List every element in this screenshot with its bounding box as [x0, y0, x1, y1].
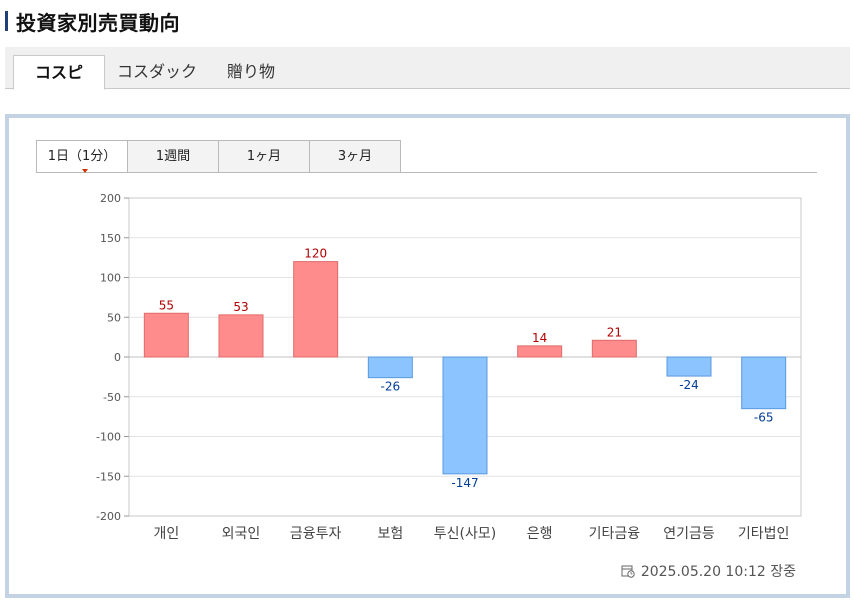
chart-panel: 1日（1分） 1週間 1ヶ月 3ヶ月 200 150 100 50 0 -50 -100 -1…	[5, 114, 850, 598]
bar-개인	[143, 312, 189, 358]
period-tabs-baseline	[127, 172, 817, 173]
tab-gift[interactable]: 贈り物	[227, 62, 276, 81]
investor-bar-chart: 200 150 100 50 0 -50 -100 -150 -200 55 개인 53 외국인 120 금…	[96, 192, 802, 542]
bar-외국인	[218, 314, 264, 358]
data-label: 53	[233, 300, 248, 314]
bar-연기금등	[666, 356, 712, 377]
bar-은행	[517, 345, 563, 358]
data-label: -147	[451, 476, 478, 490]
tab-kospi[interactable]: コスピ	[13, 55, 105, 90]
y-tick-label: 100	[100, 272, 121, 285]
x-tick-label: 기타금융	[589, 526, 641, 542]
data-label: -26	[381, 380, 401, 394]
y-tick-label: 150	[100, 232, 121, 245]
timestamp-text: 2025.05.20 10:12 장중	[640, 564, 796, 580]
title-accent-bar	[5, 11, 8, 31]
x-tick-label: 연기금등	[663, 526, 715, 542]
clock-icon	[621, 565, 635, 578]
tab-kosdaq[interactable]: コスダック	[117, 62, 198, 81]
x-tick-label: 기타법인	[738, 526, 790, 542]
x-tick-label: 투신(사모)	[434, 526, 496, 542]
y-tick-label: -50	[103, 391, 121, 404]
y-tick-label: -150	[96, 470, 121, 483]
bar-투신(사모)	[442, 356, 488, 475]
bar-보험	[367, 356, 413, 379]
data-label: 120	[304, 247, 327, 261]
data-label: -24	[679, 378, 699, 392]
y-tick-label: 50	[107, 311, 121, 324]
y-tick-label: 0	[114, 351, 121, 364]
bar-기타법인	[741, 356, 787, 410]
y-tick-label: 200	[100, 192, 121, 205]
y-tick-label: -100	[96, 431, 121, 444]
timestamp: 2025.05.20 10:12 장중	[621, 561, 796, 581]
data-label: 14	[532, 331, 547, 345]
tab-period-1day[interactable]: 1日（1分）	[36, 140, 128, 173]
x-tick-label: 금융투자	[290, 526, 342, 542]
x-tick-label: 개인	[153, 526, 179, 542]
tab-period-1month[interactable]: 1ヶ月	[218, 140, 310, 173]
x-tick-label: 은행	[527, 526, 553, 542]
x-tick-label: 보험	[377, 526, 403, 542]
data-label: -65	[754, 411, 774, 425]
data-label: 21	[607, 325, 622, 339]
page-title: 投資家別売買動向	[16, 10, 180, 35]
page-header: 投資家別売買動向	[5, 8, 180, 35]
data-label: 55	[159, 298, 174, 312]
market-tabs: コスピ コスダック 贈り物	[5, 47, 850, 90]
bar-기타금융	[591, 339, 637, 358]
bar-금융투자	[293, 261, 339, 358]
y-tick-label: -200	[96, 510, 121, 523]
x-tick-label: 외국인	[222, 526, 261, 542]
active-tab-marker-icon	[82, 169, 88, 173]
